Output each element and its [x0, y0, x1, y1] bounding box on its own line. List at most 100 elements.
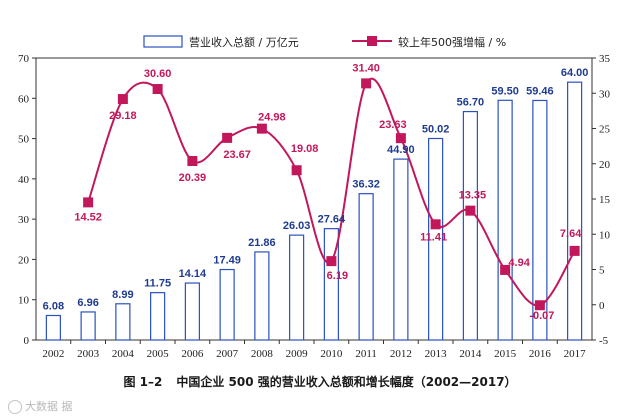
right-axis-tick-label: 5 [599, 265, 605, 277]
left-axis-tick-label: 0 [24, 335, 30, 347]
x-axis-tick-label: 2006 [181, 348, 204, 360]
left-axis-tick-label: 50 [18, 134, 30, 146]
line-marker [569, 245, 580, 256]
line-marker [534, 300, 545, 311]
line-value-label: 23.63 [379, 119, 407, 131]
line-value-label: 20.39 [179, 172, 207, 184]
right-axis-tick-label: 35 [599, 53, 611, 65]
bar-value-label: 26.03 [283, 220, 311, 232]
legend-line-marker [367, 36, 377, 46]
figure-title: 中国企业 500 强的营业收入总额和增长幅度（2002—2017） [176, 375, 517, 389]
watermark-text: 大数据 据 [25, 400, 73, 413]
right-axis-tick-label: 30 [599, 88, 611, 100]
x-axis-tick-label: 2016 [529, 348, 552, 360]
bar-value-label: 59.50 [491, 85, 519, 97]
legend-bar-swatch [143, 35, 183, 48]
axes: 0 10 20 30 40 50 60 70 -5 0 5 10 15 20 25 30 35 2002 2003 2… [18, 53, 611, 360]
line-value-label: 31.40 [352, 62, 380, 74]
right-axis-tick-label: 15 [599, 194, 611, 206]
line-value-label: 24.98 [258, 112, 286, 124]
bar [567, 81, 583, 341]
x-axis-tick-label: 2012 [390, 348, 412, 360]
x-axis-tick-label: 2014 [459, 348, 482, 360]
figure-caption: 图 1–2 中国企业 500 强的营业收入总额和增长幅度（2002—2017） [0, 373, 640, 390]
bar-series [45, 81, 583, 341]
line-marker [430, 219, 441, 230]
bar [289, 234, 305, 341]
line-value-label: 29.18 [109, 110, 137, 122]
line-value-label: 7.64 [560, 228, 582, 240]
x-axis-tick-label: 2005 [147, 348, 170, 360]
x-axis-tick-label: 2011 [355, 348, 377, 360]
line-series [83, 77, 580, 311]
x-axis-tick-label: 2008 [251, 348, 274, 360]
bar-value-label: 17.49 [213, 255, 241, 267]
bar [150, 292, 166, 341]
line-marker [500, 264, 511, 275]
line-marker [152, 84, 163, 95]
bar-value-label: 44.90 [387, 144, 415, 156]
bar-value-label: 6.08 [43, 301, 64, 313]
bar-value-label: 56.70 [457, 97, 485, 109]
bar-value-label: 21.86 [248, 237, 276, 249]
chart-area: 营业收入总额 / 万亿元 较上年500强增幅 / % 0 10 20 30 40 50 60 7… [18, 35, 611, 360]
bar [254, 251, 270, 341]
bar-value-label: 8.99 [112, 289, 133, 301]
bar [358, 193, 374, 341]
left-axis-tick-label: 60 [18, 93, 30, 105]
left-axis-tick-label: 10 [18, 295, 30, 307]
right-axis-tick-label: 10 [599, 229, 611, 241]
x-axis-tick-label: 2004 [112, 348, 135, 360]
bar-value-label: 6.96 [77, 297, 98, 309]
line-value-label: 4.94 [508, 257, 530, 269]
line-marker [395, 133, 406, 144]
data-labels: 6.08 6.96 8.99 11.75 14.14 17.49 21.86 26.03 27.… [43, 62, 589, 322]
bar [462, 110, 478, 341]
watermark-logo-icon [8, 400, 22, 414]
legend-bar-label: 营业收入总额 / 万亿元 [189, 35, 299, 49]
x-axis-tick-label: 2013 [425, 348, 448, 360]
bar [497, 99, 513, 341]
left-axis-tick-label: 40 [18, 174, 30, 186]
bar [428, 137, 444, 341]
bar-value-label: 27.64 [318, 214, 346, 226]
line-value-label: -0.07 [529, 310, 554, 322]
line-marker [83, 197, 94, 208]
right-axis-tick-label: -5 [599, 335, 609, 347]
line-marker [361, 78, 372, 89]
line-marker [326, 256, 337, 267]
bar [45, 314, 61, 341]
line-value-label: 23.67 [223, 149, 251, 161]
bar-value-label: 11.75 [144, 278, 171, 290]
line-marker [222, 132, 233, 143]
figure-number: 图 1–2 [123, 375, 163, 389]
bar [115, 303, 131, 341]
right-axis-tick-label: 25 [599, 124, 611, 136]
bar [184, 282, 200, 341]
left-axis-tick-label: 20 [18, 254, 30, 266]
line-value-label: 11.41 [420, 231, 447, 243]
line-marker [256, 123, 267, 134]
right-axis-tick-label: 20 [599, 159, 611, 171]
legend-line-label: 较上年500强增幅 / % [398, 35, 506, 49]
left-axis-tick-label: 30 [18, 214, 30, 226]
x-axis-tick-label: 2002 [42, 348, 64, 360]
line-marker [465, 205, 476, 216]
x-axis-tick-label: 2015 [494, 348, 517, 360]
bar-value-label: 36.32 [352, 179, 380, 191]
line-marker [291, 165, 302, 176]
x-axis-tick-label: 2007 [216, 348, 239, 360]
legend: 营业收入总额 / 万亿元 较上年500强增幅 / % [143, 35, 506, 49]
bar-value-label: 59.46 [526, 85, 554, 97]
line-value-label: 19.08 [291, 143, 319, 155]
bar [219, 268, 235, 341]
bar-value-label: 64.00 [561, 67, 589, 79]
line-marker [117, 94, 128, 105]
bar [532, 99, 548, 341]
x-axis-tick-label: 2010 [320, 348, 343, 360]
line-marker [187, 156, 198, 167]
x-axis-tick-label: 2003 [77, 348, 100, 360]
bar [393, 158, 409, 341]
line-value-label: 30.60 [144, 68, 172, 80]
bar [80, 311, 96, 341]
